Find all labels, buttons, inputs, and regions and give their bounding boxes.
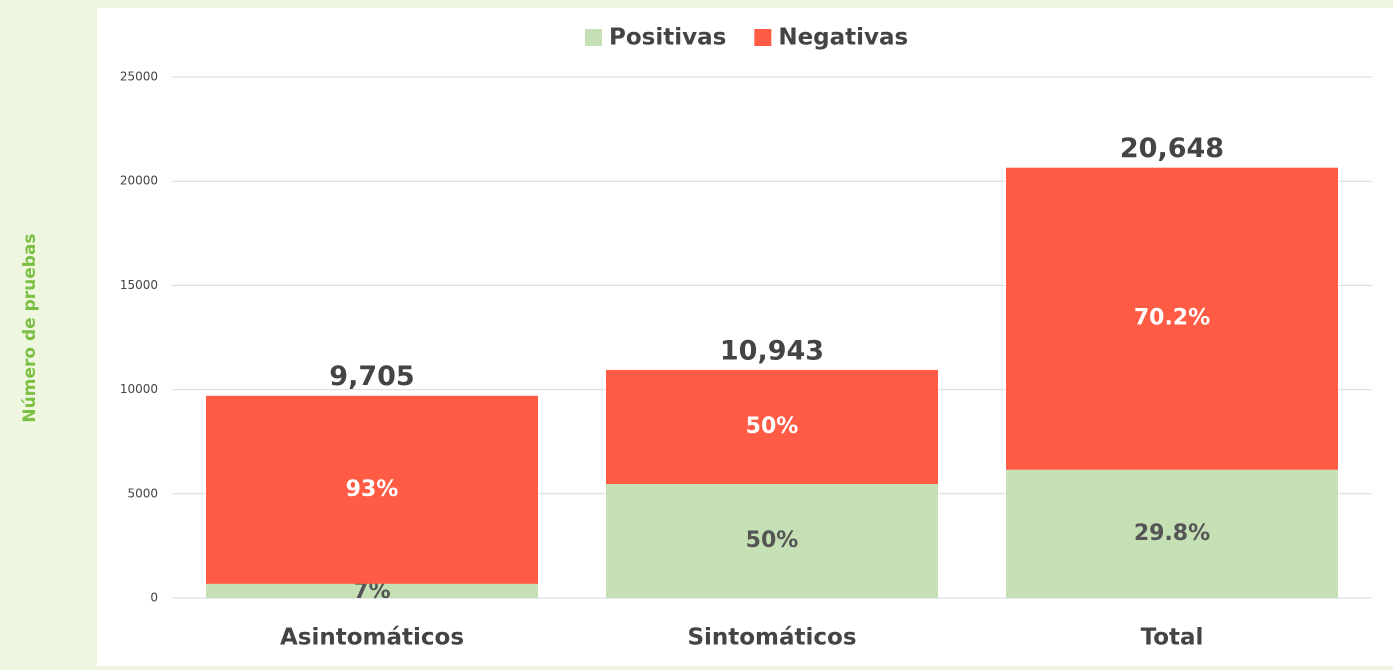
legend-label: Positivas (609, 25, 726, 51)
bar-segment (1006, 469, 1338, 598)
total-label: 20,648 (1120, 133, 1224, 164)
bar-segment (606, 369, 938, 485)
x-tick-label: Asintomáticos (280, 625, 464, 651)
segment-label: 50% (746, 414, 799, 439)
x-tick-label: Sintomáticos (687, 625, 856, 651)
total-label: 10,943 (720, 335, 824, 366)
segment-label: 70.2% (1134, 306, 1210, 331)
bar-segment (1006, 167, 1338, 470)
bar-segment (606, 484, 938, 598)
legend-label: Negativas (778, 25, 908, 51)
segment-label: 29.8% (1134, 521, 1210, 546)
bar-segment (206, 395, 538, 584)
y-axis-label: Número de pruebas (20, 233, 40, 422)
legend-swatch (585, 29, 602, 46)
segment-label: 93% (346, 477, 399, 502)
segment-label: 50% (746, 528, 799, 553)
bar-segment (206, 583, 538, 598)
legend-swatch (754, 29, 772, 46)
y-tick-label: 20000 (120, 174, 158, 188)
y-tick-label: 5000 (127, 486, 158, 500)
y-tick-label: 15000 (120, 278, 158, 292)
total-label: 9,705 (329, 361, 414, 392)
y-tick-label: 10000 (120, 382, 158, 396)
y-tick-label: 0 (150, 591, 158, 605)
x-tick-label: Total (1141, 625, 1204, 651)
y-tick-label: 25000 (120, 70, 158, 84)
